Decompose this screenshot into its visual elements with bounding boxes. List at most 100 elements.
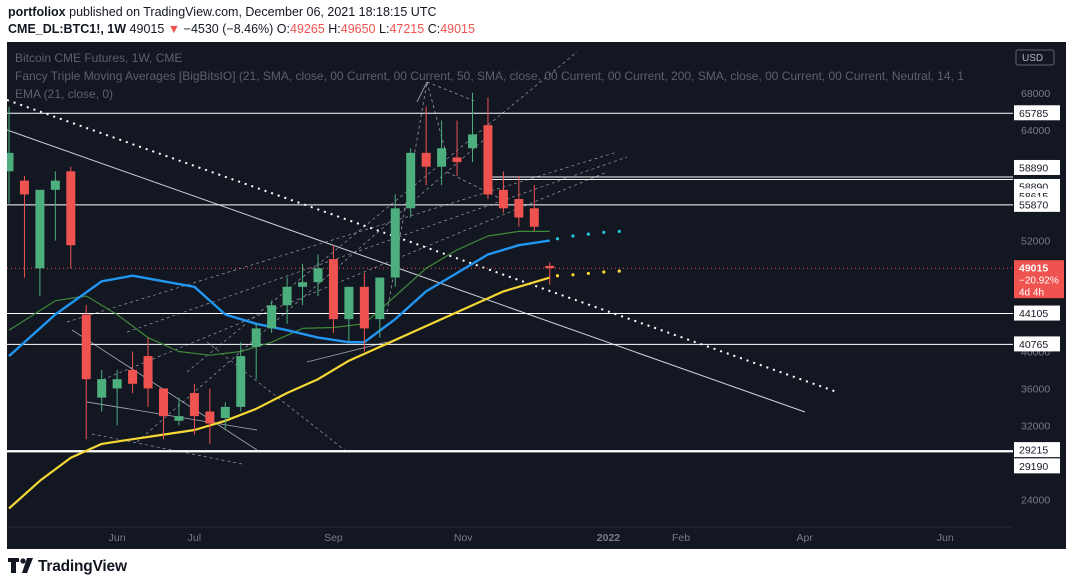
drawing-line-3 xyxy=(136,136,488,443)
candle-body-21 xyxy=(328,259,338,320)
candle-body-18 xyxy=(282,286,292,306)
candle-body-5 xyxy=(81,314,91,380)
current-price-badge xyxy=(1014,260,1064,299)
chart-header: portfoliox published on TradingView.com,… xyxy=(0,0,1073,42)
close-label: C: xyxy=(427,22,441,36)
candle-body-25 xyxy=(390,208,400,278)
price-tick-label: 24000 xyxy=(1021,494,1050,506)
candle-body-15 xyxy=(236,356,246,407)
projection-yellow-dot-0 xyxy=(555,274,560,278)
drawing-line-1 xyxy=(126,156,628,333)
candle-body-24 xyxy=(375,277,385,320)
candle-body-34 xyxy=(529,208,539,227)
candle-body-19 xyxy=(298,282,308,287)
drawing-line-13 xyxy=(426,81,478,103)
candle-body-8 xyxy=(128,369,138,384)
currency-badge-box xyxy=(1015,49,1055,66)
time-tick-label-5: Feb xyxy=(672,532,690,544)
axis-corner xyxy=(1013,527,1066,549)
candle-body-3 xyxy=(50,180,60,190)
projection-cyan-dot-0 xyxy=(555,237,560,241)
indicator-legend-ema[interactable]: EMA (21, close, 0) xyxy=(15,87,114,101)
tradingview-logo[interactable]: TradingView xyxy=(8,558,127,576)
plot-background xyxy=(7,42,1013,527)
current-price-value: 49015 xyxy=(1019,263,1048,275)
plot-area xyxy=(7,42,1013,527)
drawing-line-6 xyxy=(86,401,258,431)
candle-body-0 xyxy=(7,152,14,172)
candle-body-31 xyxy=(483,125,493,195)
symbol-label[interactable]: CME_DL:BTC1!, 1W xyxy=(8,22,127,36)
close-value: 49015 xyxy=(440,22,475,36)
level-price-label: 58890 xyxy=(1019,162,1048,174)
chart-title: Bitcoin CME Futures, 1W, CME xyxy=(15,51,183,65)
candle-body-14 xyxy=(220,406,230,418)
projection-cyan-dot-4 xyxy=(617,229,621,233)
candle-body-20 xyxy=(313,268,323,283)
projection-yellow-dot-4 xyxy=(617,269,621,273)
price-tick-label: 64000 xyxy=(1021,125,1050,137)
open-value: 49265 xyxy=(290,22,325,36)
current-price-change: −20.92% xyxy=(1019,276,1059,287)
sma200-line xyxy=(8,276,551,510)
candle-body-9 xyxy=(143,356,153,389)
projection-cyan-dot-3 xyxy=(602,230,606,234)
level-price-label-bg xyxy=(1014,105,1060,121)
candle-body-33 xyxy=(514,199,524,218)
candle-body-17 xyxy=(267,305,277,329)
price-change: −4530 (−8.46%) xyxy=(183,22,274,36)
level-price-label: 29190 xyxy=(1019,461,1048,473)
time-tick-label-3: Nov xyxy=(454,532,473,544)
price-tick-label: 68000 xyxy=(1021,88,1050,100)
candle-body-27 xyxy=(421,152,431,167)
descending-trendline xyxy=(7,129,806,413)
open-label: O: xyxy=(276,22,290,36)
level-price-label-bg xyxy=(1014,305,1060,321)
drawing-line-9 xyxy=(306,341,388,363)
candle-body-23 xyxy=(359,286,369,329)
publish-line: portfoliox published on TradingView.com,… xyxy=(8,5,436,19)
indicator-legend-triple-ma[interactable]: Fancy Triple Moving Averages [BigBitsIO]… xyxy=(15,69,964,83)
candle-body-1 xyxy=(19,180,29,195)
candle-body-10 xyxy=(159,388,168,417)
candle-body-2 xyxy=(35,189,45,269)
level-price-label: 55870 xyxy=(1019,199,1048,211)
time-tick-label-2: Sep xyxy=(324,532,343,544)
level-price-label: 65785 xyxy=(1019,108,1048,120)
low-value: 47215 xyxy=(389,22,425,36)
candle-body-11 xyxy=(174,416,184,421)
projection-cyan-dot-2 xyxy=(586,232,590,236)
tradingview-brand: TradingView xyxy=(38,558,127,575)
drawing-line-2 xyxy=(96,171,608,383)
last-price: 49015 xyxy=(129,22,165,36)
projection-yellow-dot-3 xyxy=(602,270,606,274)
author-name[interactable]: portfoliox xyxy=(8,5,66,19)
level-price-label-bg xyxy=(1014,336,1060,352)
ohlc-line: CME_DL:BTC1!, 1W 49015 ▼ −4530 (−8.46%) … xyxy=(8,22,475,36)
down-arrow-icon: ▼ xyxy=(167,22,181,36)
price-axis: 6800064000600005600052000480004400040000… xyxy=(1013,42,1066,549)
currency-badge: USD xyxy=(1015,49,1055,66)
drawing-line-7 xyxy=(91,433,243,465)
candle-body-13 xyxy=(205,411,215,424)
level-price-label-bg xyxy=(1014,442,1060,458)
drawing-line-14 xyxy=(416,81,428,103)
low-label: L: xyxy=(379,22,390,36)
price-tick-label: 52000 xyxy=(1021,236,1050,248)
price-tick-label: 36000 xyxy=(1021,383,1050,395)
candle-body-16 xyxy=(251,328,261,347)
level-price-label-bg xyxy=(1014,196,1060,212)
level-price-label: 29215 xyxy=(1019,445,1048,457)
tradingview-logo-icon xyxy=(8,558,33,573)
sma50-line xyxy=(8,230,550,356)
candle-body-7 xyxy=(112,379,122,389)
candle-body-32 xyxy=(498,189,508,209)
level-price-label-bg xyxy=(1014,159,1060,175)
candle-body-12 xyxy=(189,393,199,417)
chart-pane[interactable]: 6800064000600005600052000480004400040000… xyxy=(7,42,1066,549)
candle-body-22 xyxy=(344,286,354,320)
price-chart[interactable]: 6800064000600005600052000480004400040000… xyxy=(7,42,1066,549)
candle-body-29 xyxy=(452,157,462,163)
candle-body-28 xyxy=(437,148,447,167)
drawing-line-4 xyxy=(186,51,578,373)
